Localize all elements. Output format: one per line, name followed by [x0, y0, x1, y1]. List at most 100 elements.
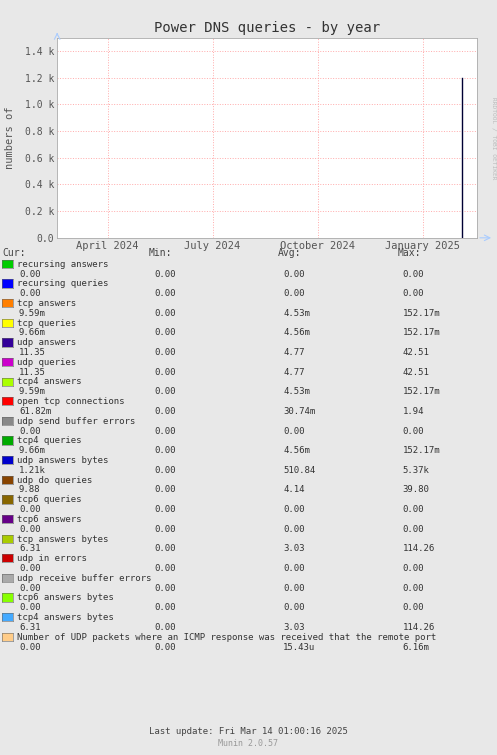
- Text: 0.00: 0.00: [19, 270, 40, 279]
- Text: 0.00: 0.00: [154, 348, 175, 357]
- Text: 0.00: 0.00: [283, 427, 305, 436]
- Text: 11.35: 11.35: [19, 348, 46, 357]
- Text: RRDTOOL / TOBI OETIKER: RRDTOOL / TOBI OETIKER: [491, 97, 496, 179]
- Text: 0.00: 0.00: [154, 309, 175, 318]
- Text: 42.51: 42.51: [403, 348, 429, 357]
- Text: tcp4 answers bytes: tcp4 answers bytes: [17, 613, 114, 622]
- Text: 0.00: 0.00: [19, 564, 40, 573]
- Text: Last update: Fri Mar 14 01:00:16 2025: Last update: Fri Mar 14 01:00:16 2025: [149, 727, 348, 736]
- Text: 6.16m: 6.16m: [403, 643, 429, 652]
- Text: 0.00: 0.00: [154, 603, 175, 612]
- Text: 0.00: 0.00: [154, 270, 175, 279]
- Text: 0.00: 0.00: [154, 328, 175, 337]
- Text: 4.56m: 4.56m: [283, 446, 310, 455]
- Text: 0.00: 0.00: [154, 623, 175, 632]
- Text: 0.00: 0.00: [154, 485, 175, 495]
- Text: 0.00: 0.00: [283, 289, 305, 298]
- Text: 5.37k: 5.37k: [403, 466, 429, 475]
- Text: 0.00: 0.00: [403, 289, 424, 298]
- Text: tcp4 answers: tcp4 answers: [17, 378, 82, 387]
- Text: 0.00: 0.00: [154, 544, 175, 553]
- Text: 0.00: 0.00: [403, 564, 424, 573]
- Text: 4.56m: 4.56m: [283, 328, 310, 337]
- Text: 0.00: 0.00: [19, 505, 40, 514]
- Text: 0.00: 0.00: [154, 466, 175, 475]
- Text: 0.00: 0.00: [154, 446, 175, 455]
- Text: 510.84: 510.84: [283, 466, 316, 475]
- Text: 15.43u: 15.43u: [283, 643, 316, 652]
- Text: udp answers bytes: udp answers bytes: [17, 456, 109, 465]
- Text: 0.00: 0.00: [403, 525, 424, 534]
- Text: 0.00: 0.00: [154, 289, 175, 298]
- Text: 11.35: 11.35: [19, 368, 46, 377]
- Text: tcp6 answers: tcp6 answers: [17, 515, 82, 524]
- Text: 0.00: 0.00: [19, 643, 40, 652]
- Text: 6.31: 6.31: [19, 544, 40, 553]
- Text: 0.00: 0.00: [403, 505, 424, 514]
- Text: Cur:: Cur:: [2, 248, 26, 257]
- Text: Munin 2.0.57: Munin 2.0.57: [219, 739, 278, 748]
- Text: 9.59m: 9.59m: [19, 387, 46, 396]
- Text: open tcp connections: open tcp connections: [17, 397, 125, 406]
- Text: Avg:: Avg:: [278, 248, 302, 257]
- Text: Number of UDP packets where an ICMP response was received that the remote port: Number of UDP packets where an ICMP resp…: [17, 633, 437, 642]
- Text: Max:: Max:: [398, 248, 421, 257]
- Text: 42.51: 42.51: [403, 368, 429, 377]
- Text: 1.21k: 1.21k: [19, 466, 46, 475]
- Text: 0.00: 0.00: [403, 584, 424, 593]
- Text: 6.31: 6.31: [19, 623, 40, 632]
- Text: 0.00: 0.00: [283, 270, 305, 279]
- Text: 0.00: 0.00: [154, 368, 175, 377]
- Text: 3.03: 3.03: [283, 623, 305, 632]
- Text: 9.88: 9.88: [19, 485, 40, 495]
- Text: 152.17m: 152.17m: [403, 328, 440, 337]
- Text: 9.66m: 9.66m: [19, 328, 46, 337]
- Text: udp answers: udp answers: [17, 338, 77, 347]
- Text: Min:: Min:: [149, 248, 172, 257]
- Text: 0.00: 0.00: [283, 505, 305, 514]
- Text: 4.77: 4.77: [283, 368, 305, 377]
- Text: tcp answers bytes: tcp answers bytes: [17, 535, 109, 544]
- Text: tcp6 queries: tcp6 queries: [17, 495, 82, 504]
- Text: 0.00: 0.00: [19, 603, 40, 612]
- Text: udp do queries: udp do queries: [17, 476, 92, 485]
- Text: udp receive buffer errors: udp receive buffer errors: [17, 574, 152, 583]
- Text: 0.00: 0.00: [403, 603, 424, 612]
- Text: 39.80: 39.80: [403, 485, 429, 495]
- Text: 0.00: 0.00: [154, 584, 175, 593]
- Text: 9.66m: 9.66m: [19, 446, 46, 455]
- Text: 0.00: 0.00: [19, 289, 40, 298]
- Text: 152.17m: 152.17m: [403, 309, 440, 318]
- Text: 0.00: 0.00: [154, 427, 175, 436]
- Text: udp queries: udp queries: [17, 358, 77, 367]
- Text: udp send buffer errors: udp send buffer errors: [17, 417, 136, 426]
- Text: tcp queries: tcp queries: [17, 319, 77, 328]
- Text: 0.00: 0.00: [283, 603, 305, 612]
- Text: 152.17m: 152.17m: [403, 446, 440, 455]
- Text: tcp4 queries: tcp4 queries: [17, 436, 82, 445]
- Text: 0.00: 0.00: [19, 525, 40, 534]
- Text: 4.14: 4.14: [283, 485, 305, 495]
- Text: 0.00: 0.00: [154, 387, 175, 396]
- Text: 152.17m: 152.17m: [403, 387, 440, 396]
- Text: 0.00: 0.00: [403, 427, 424, 436]
- Text: tcp answers: tcp answers: [17, 299, 77, 308]
- Text: 9.59m: 9.59m: [19, 309, 46, 318]
- Text: tcp6 answers bytes: tcp6 answers bytes: [17, 593, 114, 602]
- Text: 0.00: 0.00: [19, 584, 40, 593]
- Text: 3.03: 3.03: [283, 544, 305, 553]
- Text: 0.00: 0.00: [403, 270, 424, 279]
- Text: 0.00: 0.00: [154, 407, 175, 416]
- Text: 0.00: 0.00: [19, 427, 40, 436]
- Text: 0.00: 0.00: [283, 584, 305, 593]
- Text: 0.00: 0.00: [283, 525, 305, 534]
- Text: 4.53m: 4.53m: [283, 387, 310, 396]
- Text: 0.00: 0.00: [154, 643, 175, 652]
- Text: 0.00: 0.00: [154, 525, 175, 534]
- Text: 30.74m: 30.74m: [283, 407, 316, 416]
- Text: 114.26: 114.26: [403, 623, 435, 632]
- Text: 1.94: 1.94: [403, 407, 424, 416]
- Text: 0.00: 0.00: [154, 505, 175, 514]
- Text: recursing answers: recursing answers: [17, 260, 109, 269]
- Text: numbers of: numbers of: [5, 106, 15, 169]
